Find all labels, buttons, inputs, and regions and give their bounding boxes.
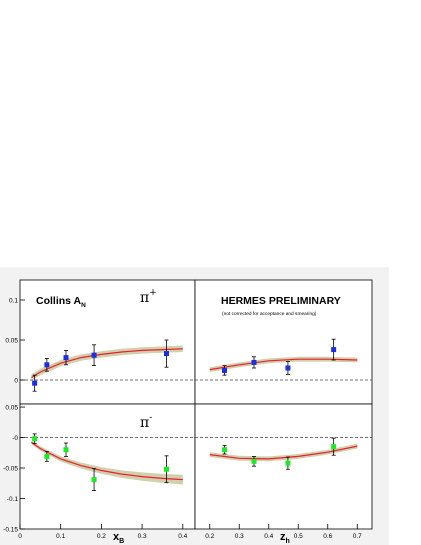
data-point — [91, 352, 97, 358]
panel-top-right — [194, 279, 373, 405]
error-band — [31, 440, 183, 485]
panel-bottom-right: 0.2 0.3 0.4 0.5 0.6 0.7 — [194, 403, 373, 540]
y-tick-label: 0 — [14, 378, 18, 385]
data-point — [331, 347, 337, 353]
pi-plus-superscript: + — [149, 288, 157, 298]
x-tick-label: 0.5 — [294, 533, 303, 540]
data-point — [222, 367, 227, 373]
x-tick-label: 0.4 — [178, 533, 187, 540]
panel-frame — [194, 279, 373, 405]
error-band — [209, 356, 358, 372]
panel-bottom-left: -0.15 -0.1 -0.05 -0 0.05 0 0.1 0.2 0.3 0.4 — [3, 403, 196, 540]
left-title-subscript: N — [81, 302, 86, 309]
x-tick-label: 0.7 — [353, 533, 362, 540]
x-tick-label: 0.6 — [323, 533, 332, 540]
x-tick-label: 0.3 — [138, 533, 147, 540]
y-tick-label: 0.05 — [5, 405, 18, 412]
data-point — [32, 436, 38, 442]
data-point — [251, 359, 257, 365]
right-title: HERMES PRELIMINARY — [221, 295, 341, 307]
data-point — [222, 447, 227, 453]
y-tick-label: 0.05 — [5, 338, 18, 345]
panel-frame — [19, 403, 196, 530]
data-point — [251, 458, 257, 464]
fit-curve — [209, 445, 358, 460]
y-tick-label: -0.15 — [3, 527, 18, 534]
data-point — [164, 466, 170, 472]
data-point — [32, 380, 38, 386]
x-tick-label: 0.1 — [56, 533, 65, 540]
panel-frame — [19, 279, 196, 405]
data-point — [91, 477, 97, 483]
fit-curve — [209, 358, 358, 371]
y-tick-label: 0.1 — [9, 298, 18, 305]
x-axis-label-left-subscript: B — [119, 538, 124, 545]
data-point — [285, 460, 291, 466]
panel-frame — [194, 403, 373, 530]
data-point — [164, 351, 170, 357]
y-tick-label: -0 — [12, 435, 18, 442]
x-tick-label: 0.2 — [97, 533, 106, 540]
data-point — [331, 444, 337, 450]
error-band — [209, 443, 358, 462]
data-point — [285, 365, 291, 371]
pi-minus-label: π- — [140, 413, 152, 431]
x-tick-label: 0 — [18, 533, 22, 540]
x-axis-label-right-subscript: h — [286, 538, 290, 545]
data-point — [44, 362, 50, 368]
y-tick-label: -0.05 — [3, 466, 18, 473]
x-tick-label: 0.3 — [235, 533, 244, 540]
panel-top-left: 0 0.05 0.1 — [5, 279, 196, 405]
data-point — [63, 447, 69, 453]
pi-plus-label: π+ — [140, 288, 157, 306]
left-title: Collins AN — [36, 295, 86, 309]
x-tick-label: 0.4 — [264, 533, 273, 540]
x-axis-label-left: xB — [113, 531, 124, 545]
y-tick-label: -0.1 — [7, 496, 19, 503]
x-axis-label-right: zh — [280, 531, 290, 545]
data-point — [63, 355, 69, 361]
x-tick-label: 0.2 — [205, 533, 214, 540]
data-point — [44, 453, 50, 459]
pi-minus-superscript: - — [149, 413, 152, 423]
right-subtitle: (not corrected for acceptance and smeari… — [222, 311, 317, 317]
